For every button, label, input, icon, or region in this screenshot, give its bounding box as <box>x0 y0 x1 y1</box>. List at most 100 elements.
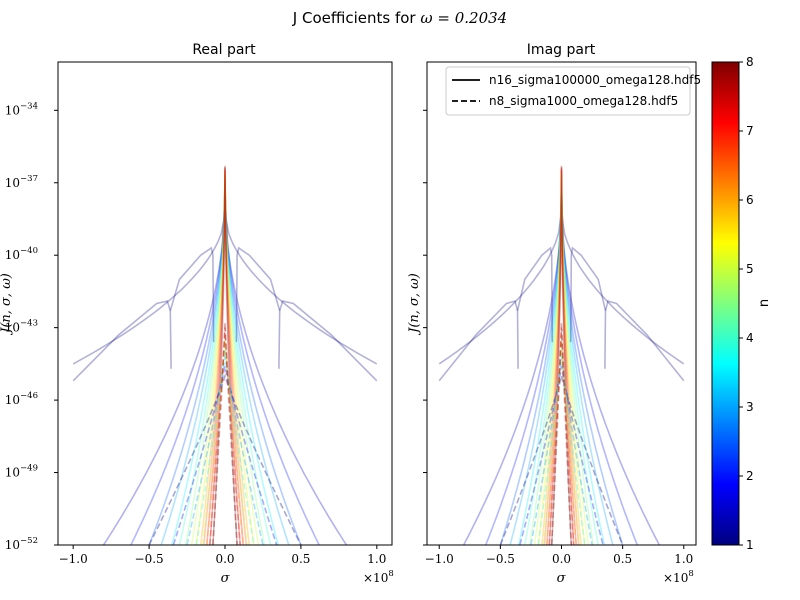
real-part-y-label: J(n, σ, ω) <box>0 273 14 336</box>
real-part-x-ticks: −1.0 −0.5 0.0 0.5 1.0 <box>59 545 386 566</box>
x-tick-label: 1.0 <box>367 552 386 566</box>
legend-entry-solid: n16_sigma100000_omega128.hdf5 <box>489 73 701 87</box>
colorbar: 1 2 3 4 5 6 7 8 n <box>711 55 772 552</box>
x-tick-label: −1.0 <box>425 552 454 566</box>
series-solid-n7 <box>206 168 244 546</box>
real-part-y-ticks: 10−52 10−49 10−46 10−43 10−40 10−37 10−34 <box>5 101 58 552</box>
x-tick-label: −1.0 <box>59 552 88 566</box>
series-solid-lobe <box>516 246 554 343</box>
colorbar-tick-label: 2 <box>746 469 754 483</box>
colorbar-tick-label: 5 <box>746 262 754 276</box>
imag-part-panel: Imag part −1.0 −0.5 0.0 0.5 1.0 σ ×108 J(n, … <box>407 42 701 586</box>
real-part-axes-frame <box>57 61 393 546</box>
imag-part-y-label: J(n, σ, ω) <box>407 273 422 336</box>
series-solid-n4 <box>178 180 272 546</box>
colorbar-tick-label: 6 <box>746 193 754 207</box>
series-solid-n2 <box>130 197 320 546</box>
colorbar-tick-label: 1 <box>746 538 754 552</box>
series-dashed-n1 <box>499 375 624 546</box>
series-solid-n2.5 <box>148 192 302 546</box>
imag-part-x-offset: ×108 <box>663 569 694 585</box>
colorbar-tick-label: 4 <box>746 331 754 345</box>
series-solid-n6 <box>199 170 251 546</box>
series-solid-n1 <box>438 213 685 365</box>
series-dashed-n2 <box>519 366 604 546</box>
imag-part-axes-frame <box>426 61 697 546</box>
series-solid-n1.5 <box>462 204 661 546</box>
series-dashed-n3 <box>530 356 593 546</box>
series-solid-lobe <box>569 246 607 343</box>
series-solid-n3.5 <box>171 182 279 546</box>
series-solid-n2 <box>484 197 639 546</box>
series-dashed-n4 <box>195 349 255 546</box>
y-tick-label: 10−34 <box>5 101 38 117</box>
series-solid-n1 <box>72 213 378 365</box>
series-solid-n8 <box>550 165 573 546</box>
series-solid-n3 <box>160 187 290 546</box>
x-tick-label: 0.0 <box>215 552 234 566</box>
series-solid-n3.5 <box>517 182 606 546</box>
y-tick-label: 10−46 <box>5 391 38 407</box>
series-solid-n2.5 <box>499 192 624 546</box>
series-solid-n6 <box>541 170 582 546</box>
imag-part-y-ticks <box>423 109 427 546</box>
real-part-panel: Real part −1.0 −0.5 0.0 0.5 1.0 10−5210−4910… <box>0 42 394 586</box>
colorbar-ticks: 1 2 3 4 5 6 7 8 <box>739 55 754 552</box>
series-dashed-n5 <box>201 342 249 546</box>
colorbar-tick-label: 8 <box>746 55 754 69</box>
series-solid-n5 <box>190 175 260 546</box>
x-tick-label: −0.5 <box>135 552 164 566</box>
legend-entry-dashed: n8_sigma1000_omega128.hdf5 <box>489 94 678 108</box>
series-solid-n5.5 <box>195 173 255 546</box>
series-solid-n8 <box>212 165 238 546</box>
series-dashed-n4 <box>537 349 586 546</box>
series-dashed-n8 <box>212 322 238 546</box>
x-tick-label: 0.5 <box>291 552 310 566</box>
real-part-x-label: σ <box>221 571 231 586</box>
series-solid-n5.5 <box>537 173 586 546</box>
colorbar-gradient <box>711 61 740 546</box>
real-part-curves <box>72 165 378 546</box>
series-solid-n7.5 <box>548 167 575 546</box>
series-dashed-n7 <box>548 327 575 546</box>
series-solid-n7 <box>546 168 577 546</box>
series-solid-lobe <box>604 300 685 382</box>
colorbar-tick-label: 3 <box>746 400 754 414</box>
y-tick-label: 10−40 <box>5 246 38 262</box>
series-solid-n3 <box>509 187 614 546</box>
figure-title: J Coefficients for ω = 0.2034 <box>292 9 507 27</box>
y-tick-label: 10−43 <box>5 319 38 335</box>
series-solid-n4.5 <box>528 177 595 546</box>
imag-part-x-label: σ <box>557 571 567 586</box>
series-solid-n5 <box>533 175 590 546</box>
x-tick-label: 0.5 <box>613 552 632 566</box>
x-tick-label: 0.0 <box>552 552 571 566</box>
imag-part-title: Imag part <box>527 42 596 58</box>
series-dashed-n2 <box>172 366 278 546</box>
series-dashed-n5 <box>542 342 581 546</box>
real-part-title: Real part <box>192 42 256 58</box>
real-part-x-offset: ×108 <box>363 569 394 585</box>
imag-part-x-ticks: −1.0 −0.5 0.0 0.5 1.0 <box>425 545 693 566</box>
series-dashed-n8 <box>550 322 573 546</box>
y-tick-label: 10−37 <box>5 174 38 190</box>
colorbar-tick-label: 7 <box>746 124 754 138</box>
legend-box <box>445 66 691 116</box>
series-dashed-n1 <box>148 373 302 546</box>
series-solid-lobe <box>278 300 378 382</box>
series-solid-lobe <box>438 300 519 382</box>
imag-part-curves <box>438 165 685 546</box>
series-dashed-n3 <box>186 356 264 546</box>
y-tick-label: 10−49 <box>5 464 38 480</box>
colorbar-label: n <box>757 299 772 307</box>
series-solid-n1.5 <box>102 204 348 546</box>
series-solid-n4.5 <box>184 177 266 546</box>
series-solid-n7.5 <box>209 167 241 546</box>
series-solid-n6.5 <box>543 169 580 546</box>
series-solid-n6.5 <box>202 169 248 546</box>
series-dashed-n7 <box>209 327 241 546</box>
series-solid-n4 <box>524 180 599 546</box>
series-solid-lobe <box>169 246 215 343</box>
series-solid-lobe <box>72 300 172 382</box>
